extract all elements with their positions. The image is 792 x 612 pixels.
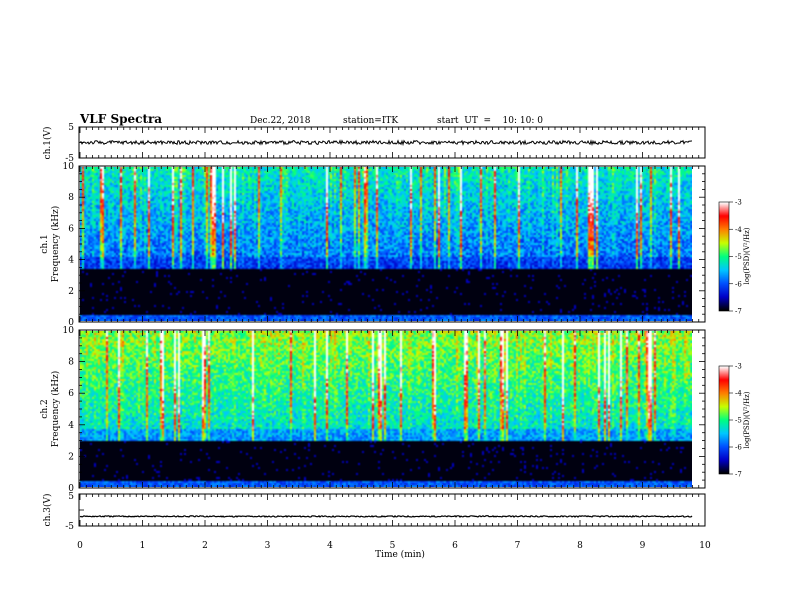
ch1-spectrogram-panel: 0 2 4 6 8 10 ch.1 Frequency (kHz) bbox=[40, 162, 706, 328]
x-tick-label: 1 bbox=[140, 541, 146, 551]
ch3-waveform-ylabel: ch.3(V) bbox=[42, 494, 53, 527]
ch2-colorbar-image bbox=[719, 366, 729, 474]
ch1-waveform-panel: 5 -5 ch.1(V) bbox=[42, 123, 706, 164]
ch3-waveform-line bbox=[79, 514, 693, 518]
ch1-spectrogram-ylabel-frequency: Frequency (kHz) bbox=[50, 206, 61, 283]
colorbar-tick-label: -4 bbox=[735, 226, 742, 234]
ch2-colorbar-label: log(PSD)(V²/Hz) bbox=[743, 391, 751, 448]
spec1-ytick-label: 2 bbox=[68, 287, 74, 297]
ch1-spectrogram-ylabel-channel: ch.1 bbox=[40, 234, 50, 253]
spec1-ytick-label: 0 bbox=[68, 318, 74, 328]
ch3-ytick-bottom: -5 bbox=[65, 522, 74, 532]
ch1-spectrogram-image bbox=[80, 167, 692, 321]
x-tick-label: 6 bbox=[452, 541, 458, 551]
colorbar-tick-label: -4 bbox=[735, 390, 742, 398]
colorbar-tick-label: -7 bbox=[735, 308, 742, 316]
colorbar-tick-label: -5 bbox=[735, 417, 742, 425]
colorbar-tick-label: -3 bbox=[735, 363, 742, 371]
ch1-waveform-line bbox=[79, 139, 693, 147]
ch1-colorbar-ticks: -3 -4 -5 -6 -7 bbox=[729, 199, 742, 316]
x-tick-label: 7 bbox=[515, 541, 521, 551]
spec2-ytick-label: 10 bbox=[63, 326, 75, 336]
ch2-spectrogram-panel: 0 2 4 6 8 10 ch.2 Frequency (kHz) bbox=[40, 326, 706, 494]
spec1-ytick-label: 10 bbox=[63, 162, 75, 172]
spec2-ytick-label: 4 bbox=[68, 421, 74, 431]
date-label: Dec.22, 2018 bbox=[250, 116, 311, 126]
ch1-waveform-ylabel: ch.1(V) bbox=[42, 127, 53, 160]
spec2-ytick-label: 8 bbox=[68, 358, 74, 368]
x-tick-label: 0 bbox=[77, 541, 83, 551]
x-tick-label: 4 bbox=[327, 541, 333, 551]
spec2-ytick-label: 0 bbox=[68, 484, 74, 494]
ch1-colorbar-image bbox=[719, 202, 729, 311]
x-tick-label: 9 bbox=[640, 541, 646, 551]
ch1-ytick-bottom: -5 bbox=[65, 154, 74, 164]
spec2-ytick-label: 2 bbox=[68, 452, 74, 462]
ch3-ytick-top: 5 bbox=[68, 492, 74, 502]
colorbar-tick-label: -6 bbox=[735, 444, 742, 452]
ch3-waveform-frame bbox=[78, 493, 706, 527]
ch2-colorbar-ticks: -3 -4 -5 -6 -7 bbox=[729, 363, 742, 479]
x-tick-labels: 0 1 2 3 4 5 6 7 8 9 10 bbox=[77, 541, 711, 551]
ch1-ytick-top: 5 bbox=[68, 123, 74, 133]
spec1-ytick-label: 6 bbox=[68, 224, 74, 234]
ch1-colorbar: -3 -4 -5 -6 -7 log(PSD)(V²/Hz) bbox=[718, 199, 751, 316]
ch1-spectrogram-ticks: 0 2 4 6 8 10 bbox=[63, 162, 706, 328]
ch2-colorbar: -3 -4 -5 -6 -7 log(PSD)(V²/Hz) bbox=[718, 363, 751, 479]
station-label: station=ITK bbox=[343, 116, 398, 126]
ch3-waveform-ticks bbox=[79, 493, 706, 527]
ch1-waveform-ticks bbox=[79, 126, 706, 159]
x-tick-label: 2 bbox=[202, 541, 208, 551]
colorbar-tick-label: -7 bbox=[735, 471, 742, 479]
ch2-spectrogram-ylabel-frequency: Frequency (kHz) bbox=[50, 371, 61, 448]
x-tick-label: 10 bbox=[699, 541, 711, 551]
spec1-ytick-label: 8 bbox=[68, 193, 74, 203]
start-ut-label: start UT = 10: 10: 0 bbox=[437, 116, 543, 126]
ch2-spectrogram-image bbox=[80, 331, 692, 487]
x-tick-label: 5 bbox=[390, 541, 396, 551]
x-axis-label: Time (min) bbox=[375, 549, 425, 560]
x-tick-label: 3 bbox=[265, 541, 271, 551]
ch3-waveform-panel: 5 -5 ch.3(V) bbox=[42, 492, 706, 532]
colorbar-tick-label: -5 bbox=[735, 253, 742, 261]
colorbar-tick-label: -3 bbox=[735, 199, 742, 207]
spec1-ytick-label: 4 bbox=[68, 256, 74, 266]
spec2-ytick-label: 6 bbox=[68, 389, 74, 399]
colorbar-tick-label: -6 bbox=[735, 280, 742, 288]
x-tick-label: 8 bbox=[577, 541, 583, 551]
ch1-colorbar-label: log(PSD)(V²/Hz) bbox=[743, 227, 751, 284]
figure-title: VLF Spectra bbox=[79, 112, 162, 126]
ch2-spectrogram-ylabel-channel: ch.2 bbox=[40, 399, 50, 418]
ch2-spectrogram-ticks: 0 2 4 6 8 10 bbox=[63, 326, 706, 494]
